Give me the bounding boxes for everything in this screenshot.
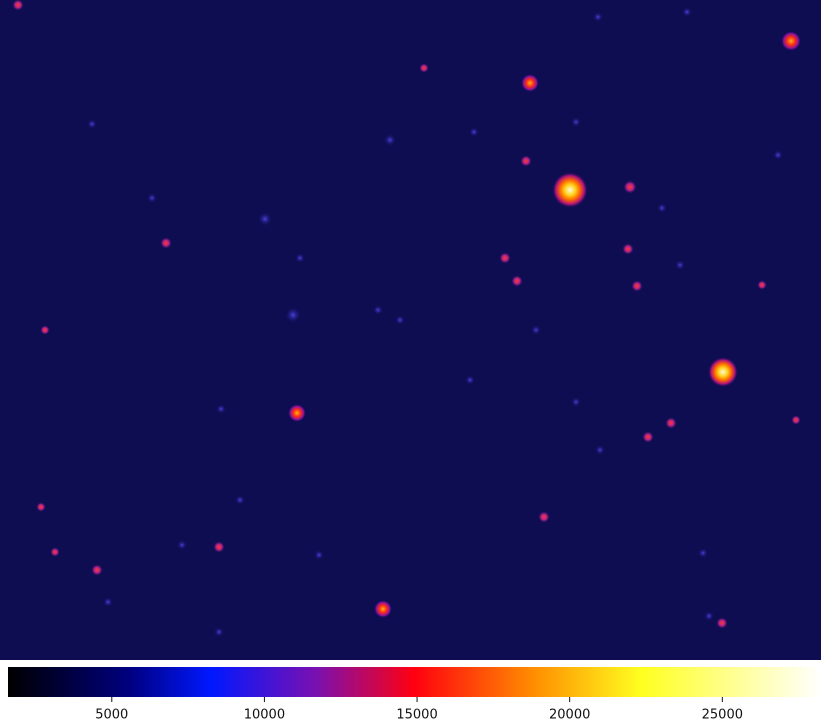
star xyxy=(708,357,738,387)
star xyxy=(622,243,634,255)
star xyxy=(314,550,324,560)
tick-label: 20000 xyxy=(549,708,590,723)
star xyxy=(571,397,581,407)
star xyxy=(499,252,511,264)
star xyxy=(511,275,523,287)
star xyxy=(374,600,392,618)
star xyxy=(623,180,637,194)
star xyxy=(214,627,224,637)
star xyxy=(147,193,157,203)
image xyxy=(0,0,821,660)
star xyxy=(40,325,50,335)
tick-label: 25000 xyxy=(702,708,743,723)
star xyxy=(682,7,692,17)
star xyxy=(36,502,46,512)
star xyxy=(50,547,60,557)
star xyxy=(704,611,714,621)
star xyxy=(757,280,767,290)
tick-label: 5000 xyxy=(95,708,128,723)
star xyxy=(657,203,667,213)
star xyxy=(538,511,550,523)
star xyxy=(631,280,643,292)
star xyxy=(698,548,708,558)
star xyxy=(285,307,301,323)
star xyxy=(288,404,306,422)
star xyxy=(531,325,541,335)
star xyxy=(103,597,113,607)
star xyxy=(419,63,429,73)
star xyxy=(384,134,396,146)
star xyxy=(213,541,225,553)
star xyxy=(716,617,728,629)
star xyxy=(160,237,172,249)
star xyxy=(521,74,539,92)
star xyxy=(773,150,783,160)
star xyxy=(87,119,97,129)
star xyxy=(91,564,103,576)
star xyxy=(675,260,685,270)
star xyxy=(395,315,405,325)
star xyxy=(593,12,603,22)
colorbar-ticks: 5000 10000 15000 20000 25000 xyxy=(95,697,743,723)
star xyxy=(465,375,475,385)
separator xyxy=(0,660,821,666)
star xyxy=(258,212,272,226)
star xyxy=(552,172,588,208)
star xyxy=(595,445,605,455)
star xyxy=(791,415,801,425)
page: 500010000150002000025000 (() => { const … xyxy=(0,0,821,724)
star xyxy=(235,495,245,505)
star xyxy=(571,117,581,127)
viewer: 5000 10000 15000 20000 25000 xyxy=(0,0,821,724)
star xyxy=(177,540,187,550)
colorbar xyxy=(8,667,820,697)
star xyxy=(642,431,654,443)
star xyxy=(373,305,383,315)
star xyxy=(520,155,532,167)
star xyxy=(469,127,479,137)
tick-label: 15000 xyxy=(396,708,437,723)
tick-label: 10000 xyxy=(244,708,285,723)
star xyxy=(216,404,226,414)
star xyxy=(781,31,801,51)
star xyxy=(665,417,677,429)
star xyxy=(295,253,305,263)
